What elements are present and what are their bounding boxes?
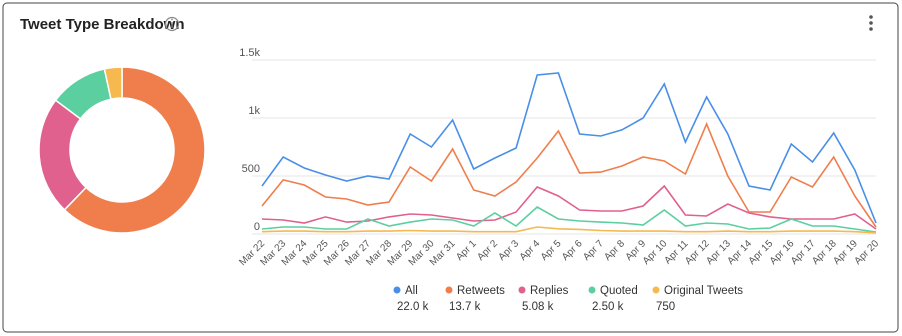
series-line [261,121,877,228]
legend-total: 750 [656,301,675,313]
donut-slice [63,66,206,234]
card [2,2,899,333]
series-line [261,226,877,234]
card-title: Tweet Type Breakdown [20,16,184,33]
legend-total: 13.7 k [449,301,481,313]
legend-total: 22.0 k [397,301,429,313]
legend-marker [393,286,401,294]
y-tick-label: 1k [248,105,260,117]
series-line [261,206,877,233]
legend-label: Replies [530,285,569,297]
info-icon[interactable] [164,16,180,32]
legend-marker [588,286,596,294]
y-tick-label: 500 [242,163,260,175]
legend-label: Quoted [600,285,638,297]
y-tick-label: 1.5k [239,47,260,59]
menu-icon[interactable] [869,15,873,31]
series-line [261,72,877,224]
donut-slice [103,66,123,101]
legend-total: 2.50 k [592,301,624,313]
legend-marker [445,286,453,294]
y-tick-label: 0 [254,221,260,233]
legend-marker [518,286,526,294]
legend-label: Retweets [457,285,505,297]
legend-total: 5.08 k [522,301,554,313]
legend-label: Original Tweets [664,285,743,297]
legend-marker [652,286,660,294]
legend-label: All [405,285,418,297]
